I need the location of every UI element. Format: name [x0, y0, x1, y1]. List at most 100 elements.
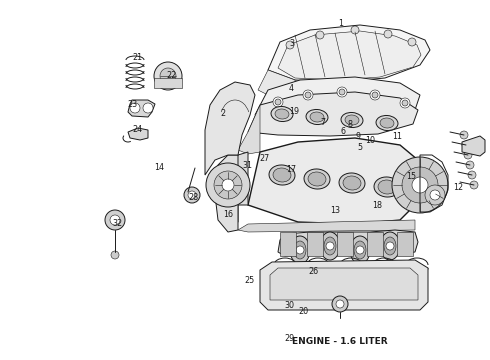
Text: 30: 30: [284, 302, 294, 310]
Ellipse shape: [384, 237, 396, 255]
Ellipse shape: [339, 173, 365, 193]
Ellipse shape: [269, 165, 295, 185]
Circle shape: [402, 100, 408, 106]
Circle shape: [332, 296, 348, 312]
Circle shape: [275, 99, 281, 105]
Polygon shape: [228, 152, 248, 225]
Ellipse shape: [324, 237, 336, 255]
Text: 16: 16: [223, 210, 233, 219]
Ellipse shape: [378, 180, 396, 194]
Circle shape: [470, 181, 478, 189]
Text: 23: 23: [127, 100, 137, 109]
Circle shape: [402, 167, 438, 203]
Circle shape: [160, 68, 176, 84]
Polygon shape: [248, 138, 418, 224]
Circle shape: [303, 90, 313, 100]
Ellipse shape: [374, 177, 400, 197]
Text: 24: 24: [132, 125, 142, 134]
Text: 19: 19: [289, 107, 299, 116]
Circle shape: [412, 177, 428, 193]
Ellipse shape: [341, 112, 363, 127]
Ellipse shape: [290, 236, 310, 264]
Text: 11: 11: [392, 132, 402, 141]
Polygon shape: [268, 25, 430, 82]
Polygon shape: [367, 232, 383, 256]
Circle shape: [351, 26, 359, 34]
Ellipse shape: [304, 169, 330, 189]
Circle shape: [400, 98, 410, 108]
Circle shape: [464, 151, 472, 159]
Ellipse shape: [294, 241, 306, 259]
Polygon shape: [205, 82, 255, 175]
Text: ENGINE - 1.6 LITER: ENGINE - 1.6 LITER: [292, 338, 388, 346]
Text: 18: 18: [372, 201, 382, 210]
Circle shape: [130, 103, 140, 113]
Text: 21: 21: [132, 53, 142, 62]
Circle shape: [384, 30, 392, 38]
Text: 7: 7: [321, 118, 326, 127]
Circle shape: [273, 97, 283, 107]
Ellipse shape: [273, 168, 291, 182]
Circle shape: [188, 191, 196, 199]
Ellipse shape: [306, 109, 328, 125]
Ellipse shape: [271, 107, 293, 122]
Circle shape: [111, 251, 119, 259]
Ellipse shape: [380, 232, 400, 260]
Circle shape: [370, 90, 380, 100]
Circle shape: [143, 103, 153, 113]
Circle shape: [326, 242, 334, 250]
Circle shape: [339, 89, 345, 95]
Circle shape: [214, 171, 242, 199]
Polygon shape: [307, 232, 323, 256]
Circle shape: [386, 242, 394, 250]
Text: 25: 25: [245, 276, 255, 285]
Ellipse shape: [380, 118, 394, 128]
Polygon shape: [278, 31, 421, 80]
Polygon shape: [255, 77, 420, 122]
Text: 12: 12: [453, 183, 463, 192]
Text: 31: 31: [243, 161, 252, 170]
Text: 17: 17: [287, 165, 296, 174]
Polygon shape: [238, 220, 415, 232]
Text: 8: 8: [348, 120, 353, 129]
Circle shape: [337, 87, 347, 97]
Circle shape: [336, 300, 344, 308]
Circle shape: [296, 246, 304, 254]
Text: 14: 14: [154, 163, 164, 172]
Circle shape: [468, 171, 476, 179]
Ellipse shape: [343, 176, 361, 190]
Ellipse shape: [354, 241, 366, 259]
Ellipse shape: [308, 172, 326, 186]
Circle shape: [154, 62, 182, 90]
Text: 28: 28: [189, 194, 198, 202]
Polygon shape: [238, 105, 260, 154]
Circle shape: [372, 92, 378, 98]
Polygon shape: [397, 232, 413, 256]
Text: 6: 6: [341, 127, 345, 136]
Polygon shape: [462, 136, 485, 156]
Text: 15: 15: [407, 172, 416, 181]
Circle shape: [206, 163, 250, 207]
Text: 32: 32: [113, 219, 122, 228]
Ellipse shape: [345, 115, 359, 125]
Text: 1: 1: [338, 19, 343, 28]
Circle shape: [392, 157, 448, 213]
Polygon shape: [270, 268, 418, 300]
Text: 20: 20: [299, 307, 309, 316]
Polygon shape: [260, 260, 428, 310]
Circle shape: [408, 38, 416, 46]
Circle shape: [184, 187, 200, 203]
Ellipse shape: [310, 112, 324, 122]
Circle shape: [462, 141, 470, 149]
Polygon shape: [337, 232, 353, 256]
Polygon shape: [278, 230, 418, 256]
Circle shape: [286, 41, 294, 49]
Circle shape: [110, 215, 120, 225]
Polygon shape: [258, 70, 295, 95]
Circle shape: [356, 246, 364, 254]
Text: 29: 29: [284, 334, 294, 343]
Ellipse shape: [275, 109, 289, 119]
Text: 13: 13: [331, 206, 341, 215]
Circle shape: [105, 210, 125, 230]
Polygon shape: [128, 100, 155, 117]
